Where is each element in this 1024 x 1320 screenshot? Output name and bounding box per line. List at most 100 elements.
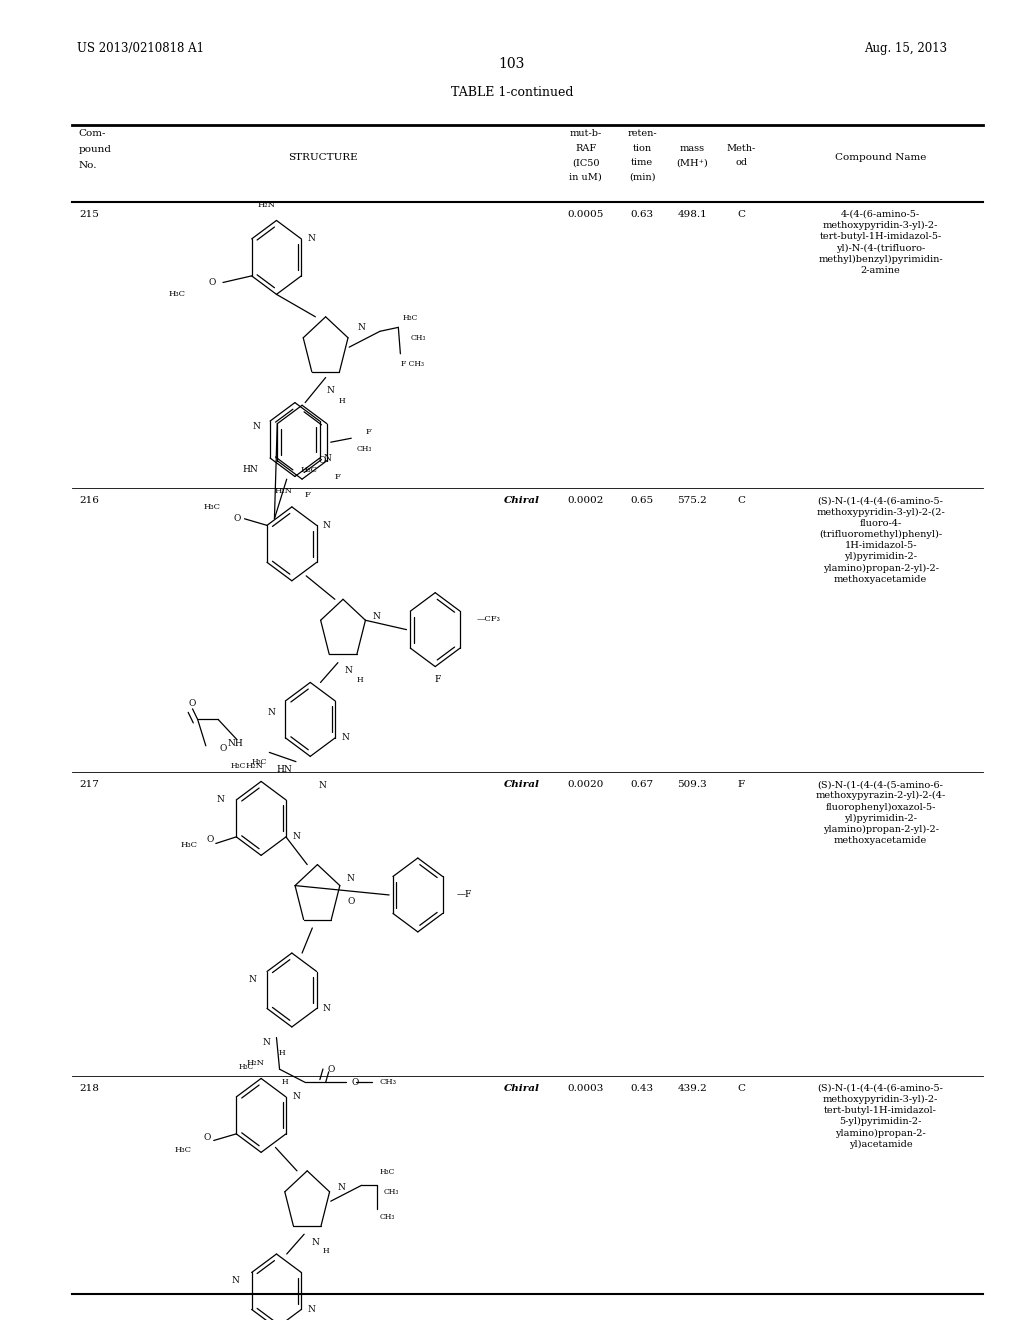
Text: H: H <box>282 1078 288 1086</box>
Text: C: C <box>737 1084 745 1093</box>
Text: STRUCTURE: STRUCTURE <box>288 153 357 162</box>
Text: 215: 215 <box>79 210 98 219</box>
Text: N: N <box>346 874 354 883</box>
Text: H: H <box>279 1049 285 1057</box>
Text: time: time <box>631 158 653 168</box>
Text: N: N <box>307 1305 315 1313</box>
Text: NH: NH <box>228 739 244 747</box>
Text: 217: 217 <box>79 780 98 789</box>
Text: H: H <box>323 1247 329 1255</box>
Text: H₃C: H₃C <box>402 314 418 322</box>
Text: O: O <box>209 279 216 286</box>
Text: (min): (min) <box>629 173 655 182</box>
Text: No.: No. <box>79 161 97 170</box>
Text: O: O <box>207 836 214 843</box>
Text: N: N <box>318 781 327 789</box>
Text: 509.3: 509.3 <box>677 780 708 789</box>
Text: N: N <box>323 1005 331 1012</box>
Text: 439.2: 439.2 <box>677 1084 708 1093</box>
Text: N: N <box>262 1039 270 1047</box>
Text: N: N <box>357 323 366 331</box>
Text: 0.0020: 0.0020 <box>567 780 604 789</box>
Text: O: O <box>347 898 355 906</box>
Text: 103: 103 <box>499 57 525 71</box>
Text: F: F <box>304 491 310 499</box>
Text: CH₃: CH₃ <box>384 1188 399 1196</box>
Text: N: N <box>337 1184 345 1192</box>
Text: O: O <box>188 700 197 708</box>
Text: H₃C: H₃C <box>380 1168 395 1176</box>
Text: TABLE 1-continued: TABLE 1-continued <box>451 86 573 99</box>
Text: N: N <box>341 734 349 742</box>
Text: CH₃: CH₃ <box>380 1078 397 1086</box>
Text: 0.63: 0.63 <box>631 210 653 219</box>
Text: (MH⁺): (MH⁺) <box>676 158 709 168</box>
Text: C: C <box>737 496 745 506</box>
Text: F: F <box>366 428 372 436</box>
Text: C: C <box>737 210 745 219</box>
Text: 218: 218 <box>79 1084 98 1093</box>
Text: O: O <box>327 1065 335 1073</box>
Text: N: N <box>231 1276 240 1284</box>
Text: Chiral: Chiral <box>504 496 541 506</box>
Text: N: N <box>327 387 335 395</box>
Text: —CF₃: —CF₃ <box>476 615 500 623</box>
Text: H₃C: H₃C <box>168 290 185 298</box>
Text: H₂N: H₂N <box>247 1059 265 1067</box>
Text: (IC50: (IC50 <box>572 158 599 168</box>
Text: mut-b-: mut-b- <box>569 129 602 139</box>
Text: in uM): in uM) <box>569 173 602 182</box>
Text: 0.65: 0.65 <box>631 496 653 506</box>
Text: H: H <box>339 397 345 405</box>
Text: tion: tion <box>633 144 651 153</box>
Text: H₂N: H₂N <box>246 762 264 770</box>
Text: RAF: RAF <box>575 144 596 153</box>
Text: H₃C: H₃C <box>300 466 317 474</box>
Text: N: N <box>292 1093 300 1101</box>
Text: H₃C: H₃C <box>180 841 198 849</box>
Text: H₃C: H₃C <box>230 762 247 770</box>
Text: O: O <box>204 1134 211 1142</box>
Text: F CH₃: F CH₃ <box>401 360 424 368</box>
Text: Chiral: Chiral <box>504 1084 541 1093</box>
Text: (S)-N-(1-(4-(4-(5-amino-6-
methoxypyrazin-2-yl)-2-(4-
fluorophenyl)oxazol-5-
yl): (S)-N-(1-(4-(4-(5-amino-6- methoxypyrazi… <box>815 780 946 845</box>
Text: HN: HN <box>276 766 293 774</box>
Text: 0.0003: 0.0003 <box>567 1084 604 1093</box>
Text: N: N <box>249 975 257 983</box>
Text: 498.1: 498.1 <box>677 210 708 219</box>
Text: CH₃: CH₃ <box>356 445 372 453</box>
Text: —F: —F <box>457 891 472 899</box>
Text: H₃C: H₃C <box>239 1063 254 1071</box>
Text: F: F <box>334 473 340 480</box>
Text: O: O <box>233 515 241 523</box>
Text: 0.0005: 0.0005 <box>567 210 604 219</box>
Text: N: N <box>292 833 300 841</box>
Text: N: N <box>344 667 352 675</box>
Text: pound: pound <box>79 145 112 154</box>
Text: H₂N: H₂N <box>257 201 275 209</box>
Text: 0.67: 0.67 <box>631 780 653 789</box>
Text: 575.2: 575.2 <box>677 496 708 506</box>
Text: od: od <box>735 158 748 168</box>
Text: 216: 216 <box>79 496 98 506</box>
Text: CH₃: CH₃ <box>380 1213 395 1221</box>
Text: CH₃: CH₃ <box>411 334 426 342</box>
Text: N: N <box>373 612 381 620</box>
Text: F: F <box>434 676 440 684</box>
Text: N: N <box>267 709 275 717</box>
Text: (S)-N-(1-(4-(4-(6-amino-5-
methoxypyridin-3-yl)-2-(2-
fluoro-4-
(trifluoromethyl: (S)-N-(1-(4-(4-(6-amino-5- methoxypyridi… <box>816 496 945 583</box>
Text: Aug. 15, 2013: Aug. 15, 2013 <box>864 42 947 55</box>
Text: O: O <box>318 457 327 465</box>
Text: reten-: reten- <box>628 129 656 139</box>
Text: Com-: Com- <box>79 129 106 139</box>
Text: N: N <box>311 1238 319 1246</box>
Text: F: F <box>738 780 744 789</box>
Text: H₃C: H₃C <box>174 1146 191 1154</box>
Text: N: N <box>252 422 260 430</box>
Text: H₃C: H₃C <box>204 503 221 511</box>
Text: Chiral: Chiral <box>504 780 541 789</box>
Text: Compound Name: Compound Name <box>835 153 927 162</box>
Text: O: O <box>219 744 227 752</box>
Text: N: N <box>217 796 225 804</box>
Text: H₂N: H₂N <box>274 487 293 495</box>
